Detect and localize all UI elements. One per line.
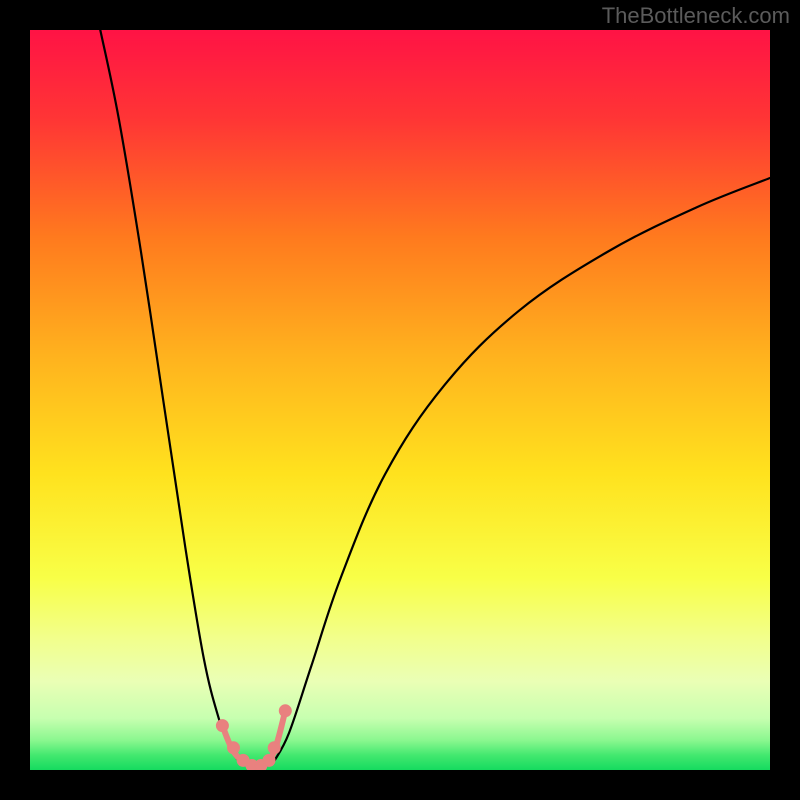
curve-marker bbox=[279, 705, 291, 717]
chart-frame: TheBottleneck.com bbox=[0, 0, 800, 800]
curve-layer bbox=[30, 30, 770, 770]
curve-marker bbox=[228, 742, 240, 754]
curve-marker bbox=[268, 742, 280, 754]
curve-left bbox=[100, 30, 238, 761]
plot-area bbox=[30, 30, 770, 770]
curve-right bbox=[274, 178, 770, 761]
curve-marker bbox=[263, 754, 275, 766]
watermark-text: TheBottleneck.com bbox=[602, 3, 790, 29]
curve-marker bbox=[216, 720, 228, 732]
